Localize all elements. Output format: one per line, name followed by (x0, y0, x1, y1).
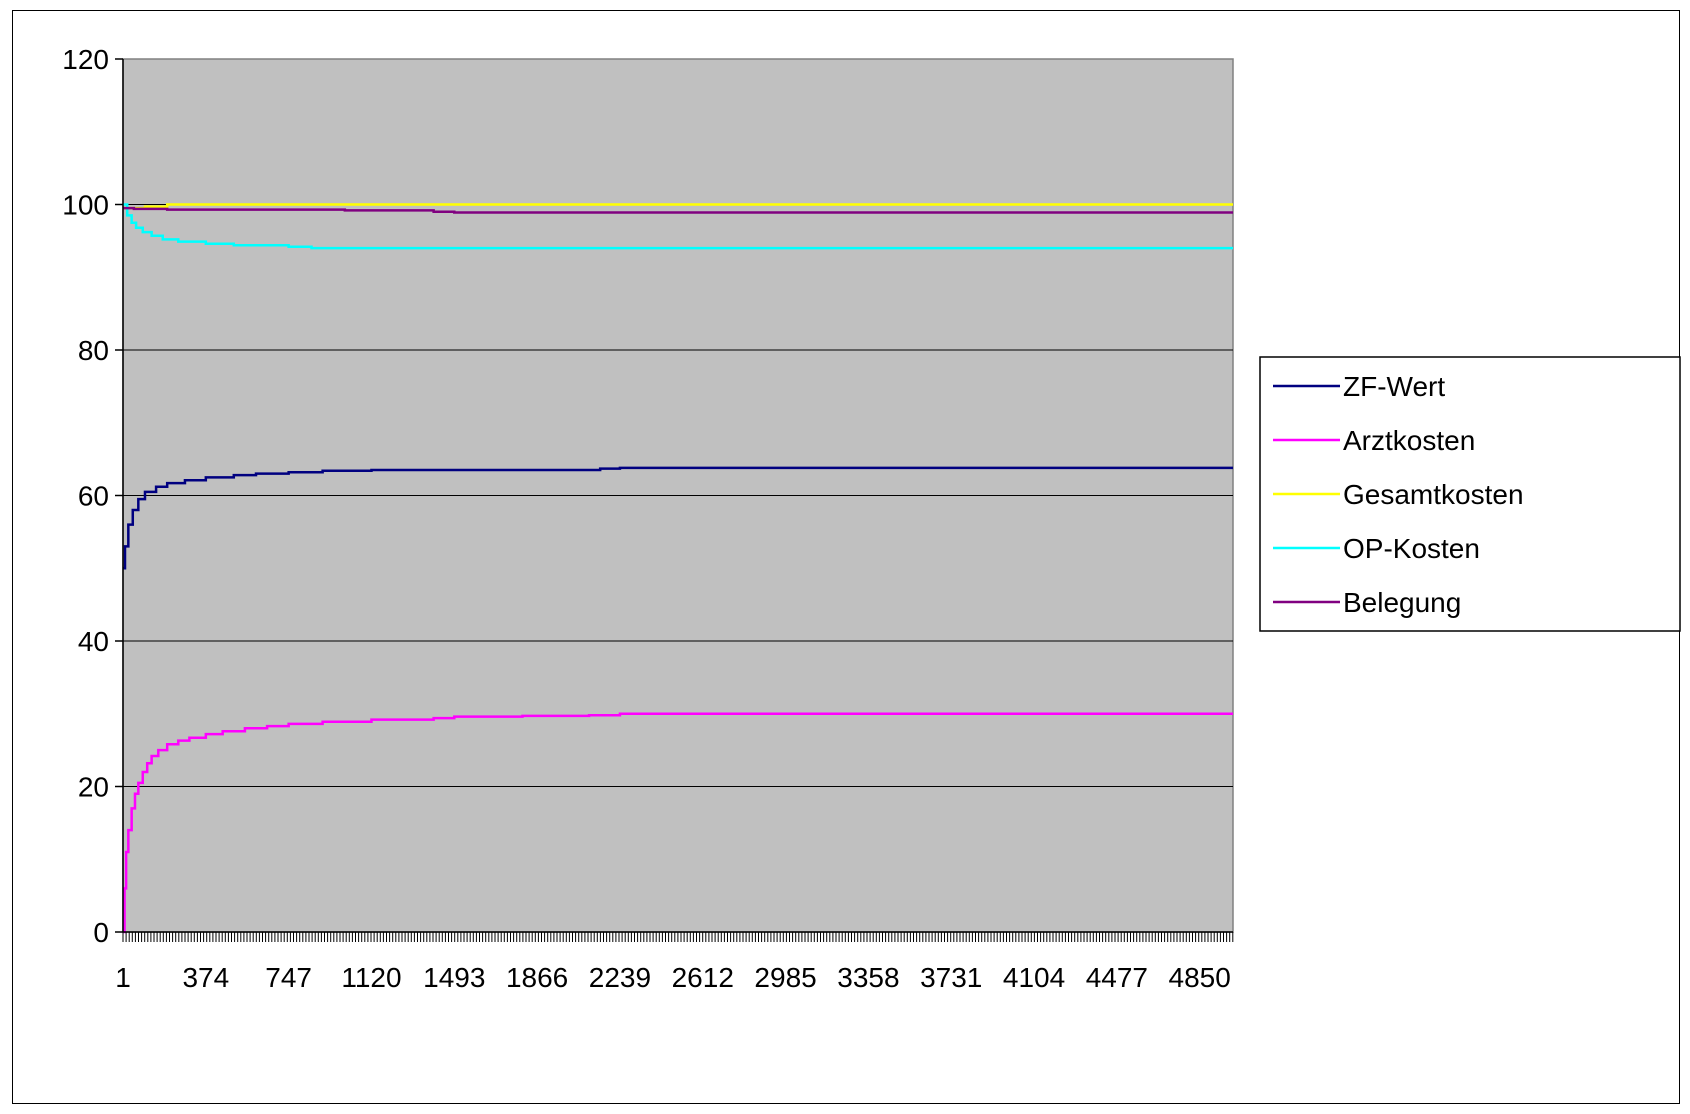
y-tick-label-20: 20 (78, 772, 109, 803)
y-tick-label-60: 60 (78, 481, 109, 512)
y-axis-ticks: 0 20 40 60 80 100 120 (62, 44, 123, 948)
x-tick-label-1493: 1493 (423, 962, 485, 993)
x-tick-label-2239: 2239 (589, 962, 651, 993)
x-tick-label-2985: 2985 (754, 962, 816, 993)
x-tick-label-2612: 2612 (672, 962, 734, 993)
x-axis-ticks: 1 374 747 1120 1493 1866 2239 2612 2985 3358 3731 4… (115, 932, 1233, 993)
x-tick-label-3731: 3731 (920, 962, 982, 993)
legend-label: Arztkosten (1343, 425, 1475, 456)
y-tick-label-100: 100 (62, 190, 109, 221)
x-tick-label-3358: 3358 (837, 962, 899, 993)
legend-label: ZF-Wert (1343, 371, 1445, 402)
x-tick-label-4477: 4477 (1086, 962, 1148, 993)
x-tick-label-1120: 1120 (341, 962, 401, 993)
y-tick-label-40: 40 (78, 626, 109, 657)
x-tick-label-1866: 1866 (506, 962, 568, 993)
x-tick-label-1: 1 (115, 962, 131, 993)
x-tick-label-747: 747 (265, 962, 312, 993)
x-tick-label-4850: 4850 (1169, 962, 1231, 993)
x-tick-label-374: 374 (182, 962, 229, 993)
y-tick-label-0: 0 (93, 917, 109, 948)
legend-label: Gesamtkosten (1343, 479, 1524, 510)
legend-label: Belegung (1343, 587, 1461, 618)
x-dense-tick-marks (123, 932, 1233, 942)
y-tick-label-120: 120 (62, 44, 109, 75)
legend: ZF-Wert Arztkosten Gesamtkosten OP-Kosten Be… (1260, 357, 1680, 631)
y-tick-label-80: 80 (78, 335, 109, 366)
x-tick-label-4104: 4104 (1003, 962, 1065, 993)
legend-label: OP-Kosten (1343, 533, 1480, 564)
